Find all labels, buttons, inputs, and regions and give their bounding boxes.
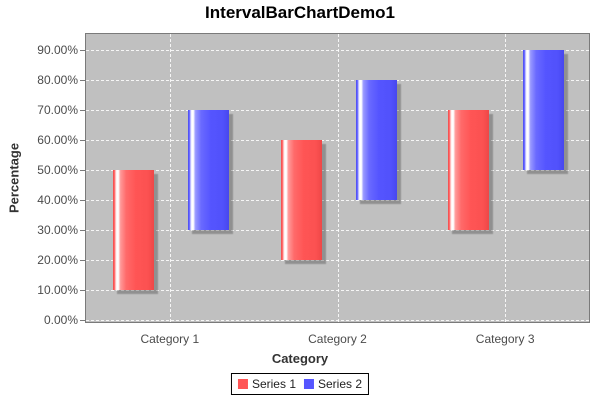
y-tick-mark xyxy=(80,80,85,81)
legend-item-series-2: Series 2 xyxy=(304,377,362,391)
y-tick-mark xyxy=(80,230,85,231)
y-tick-label: 30.00% xyxy=(37,223,78,237)
y-tick-label: 90.00% xyxy=(37,43,78,57)
interval-bar-series-2-category-3 xyxy=(523,50,565,170)
legend-swatch-icon xyxy=(237,379,248,389)
x-axis-label: Category xyxy=(271,351,329,366)
y-tick-label: 60.00% xyxy=(37,133,78,147)
y-tick-label: 80.00% xyxy=(37,73,78,87)
interval-bar-series-1-category-1 xyxy=(112,170,154,290)
y-tick-mark xyxy=(80,110,85,111)
interval-bar-series-1-category-2 xyxy=(280,140,322,260)
legend-swatch-icon xyxy=(304,379,314,389)
chart-title: IntervalBarChartDemo1 xyxy=(205,3,395,22)
vertical-gridline xyxy=(169,34,171,322)
y-tick-mark xyxy=(80,320,85,321)
y-tick-mark xyxy=(80,50,85,51)
legend-item-series-1: Series 1 xyxy=(237,377,296,391)
y-tick-mark xyxy=(80,170,85,171)
interval-bar-series-1-category-3 xyxy=(448,110,490,230)
interval-bar-series-2-category-1 xyxy=(187,110,229,230)
y-tick-label: 50.00% xyxy=(37,163,78,177)
y-tick-label: 70.00% xyxy=(37,103,78,117)
legend: Series 1 Series 2 xyxy=(230,373,370,395)
vertical-gridline xyxy=(505,34,507,322)
vertical-gridline xyxy=(337,34,339,322)
category-label: Category 1 xyxy=(140,332,200,346)
legend-label: Series 1 xyxy=(251,377,296,391)
y-tick-label: 20.00% xyxy=(37,253,78,267)
category-label: Category 2 xyxy=(308,332,367,346)
y-tick-label: 0.00% xyxy=(43,313,78,327)
y-tick-mark xyxy=(80,200,85,201)
y-tick-mark xyxy=(80,260,85,261)
plot-area xyxy=(85,33,590,323)
y-tick-label: 40.00% xyxy=(37,193,78,207)
category-label: Category 3 xyxy=(475,332,535,346)
legend-label: Series 2 xyxy=(318,377,363,391)
y-tick-label: 10.00% xyxy=(37,283,78,297)
interval-bar-series-2-category-2 xyxy=(355,80,397,200)
y-tick-mark xyxy=(80,140,85,141)
y-tick-mark xyxy=(80,290,85,291)
